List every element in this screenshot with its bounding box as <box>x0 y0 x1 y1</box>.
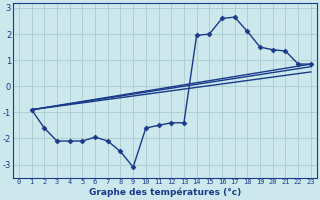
X-axis label: Graphe des températures (°c): Graphe des températures (°c) <box>89 188 241 197</box>
